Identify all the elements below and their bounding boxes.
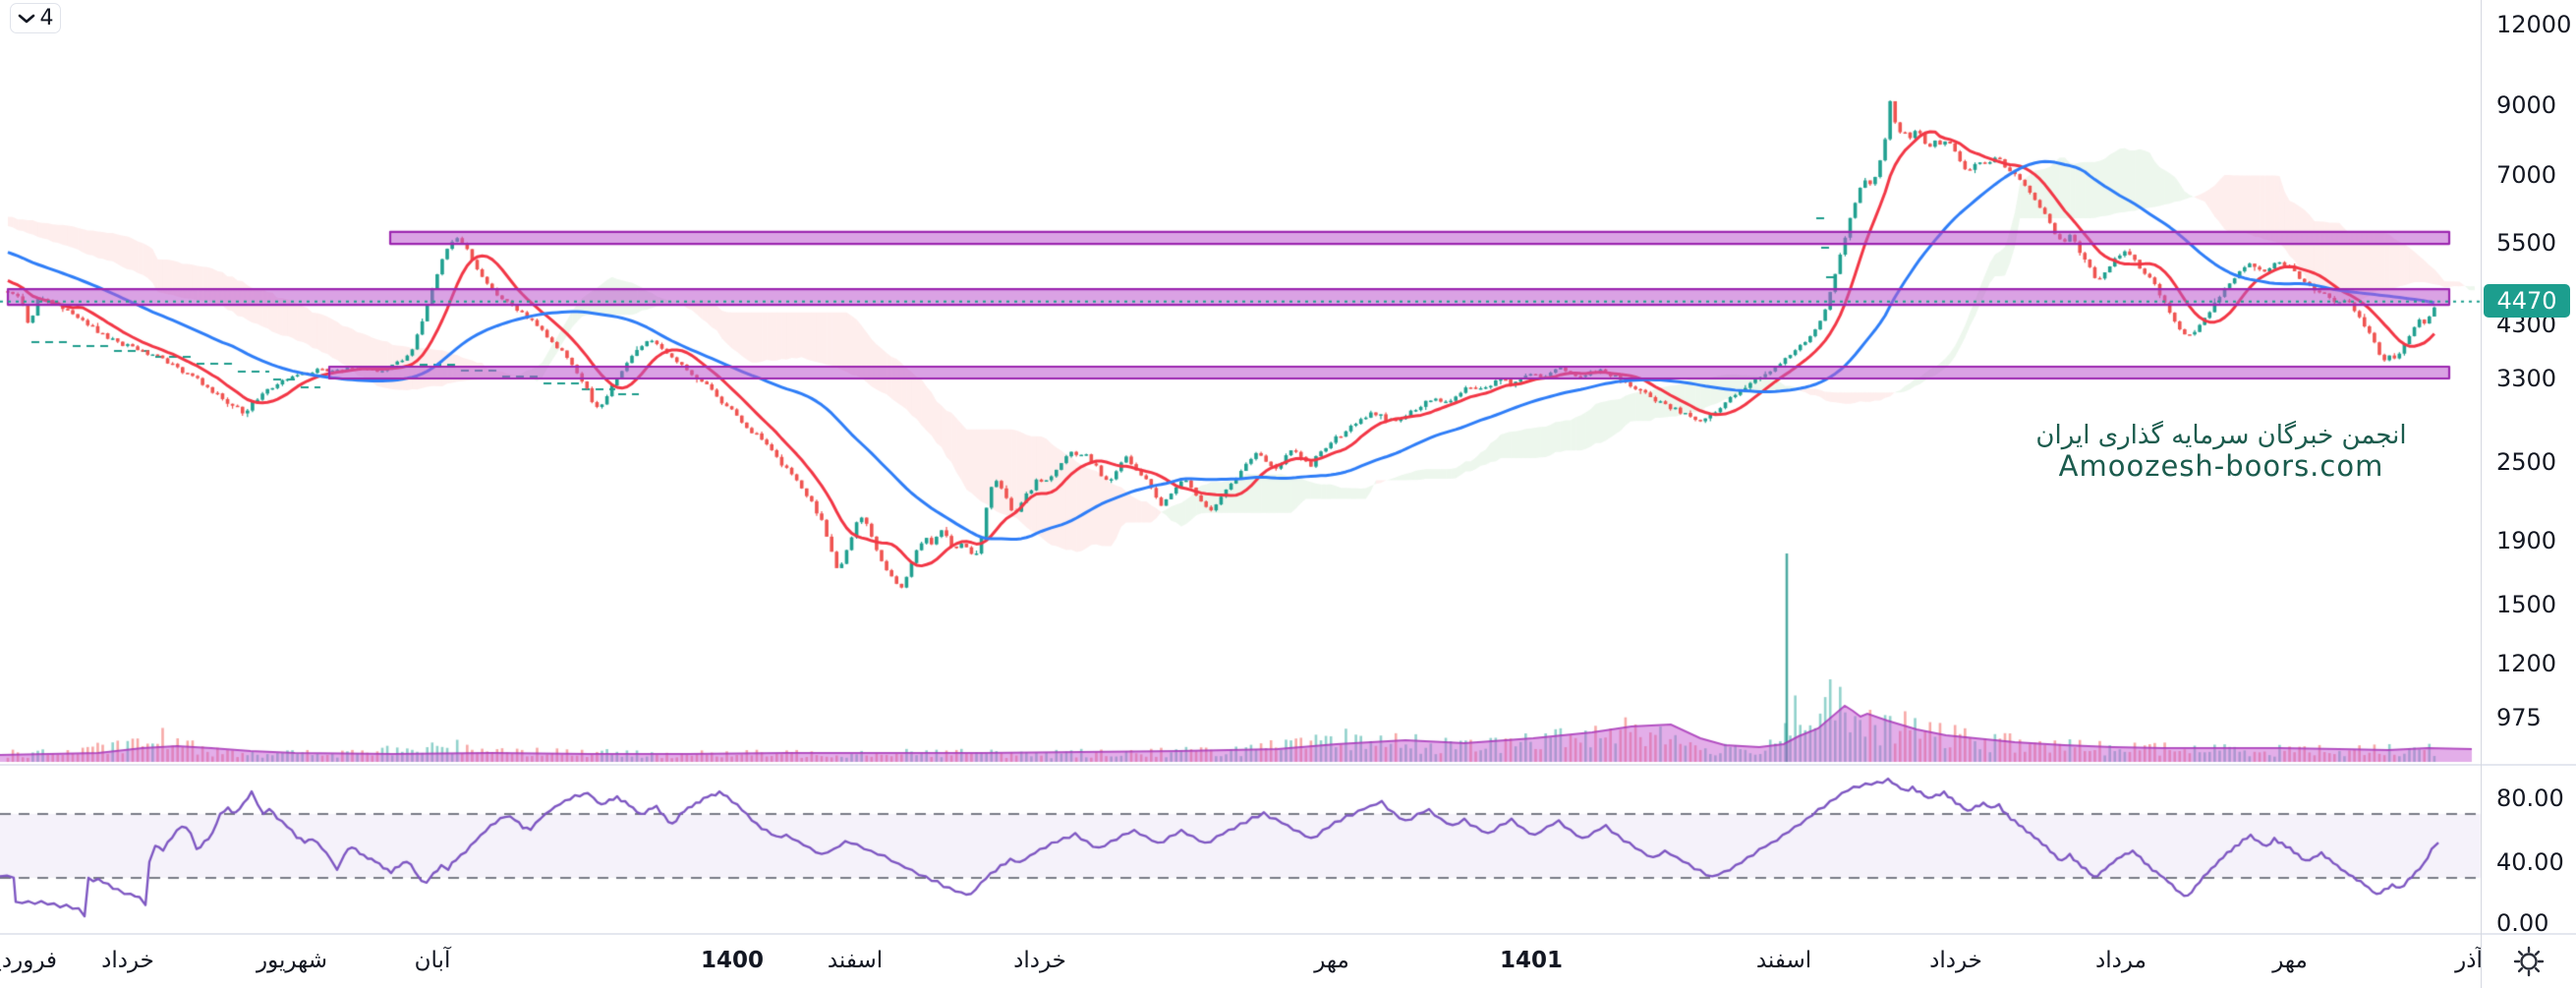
last-price-badge: 4470 bbox=[2484, 284, 2570, 318]
rsi-axis-label: 0.00 bbox=[2496, 909, 2549, 937]
time-axis-label: خرداد bbox=[1013, 948, 1066, 973]
price-axis-label: 2500 bbox=[2496, 448, 2557, 476]
price-axis-label: 7000 bbox=[2496, 161, 2557, 189]
watermark: انجمن خبرگان سرمایه گذاری ایران Amoozesh… bbox=[2025, 421, 2418, 482]
axis-corner[interactable] bbox=[2482, 935, 2576, 988]
time-axis-label: 1401 bbox=[1499, 948, 1564, 973]
watermark-line-1: انجمن خبرگان سرمایه گذاری ایران bbox=[2035, 421, 2407, 450]
price-axis-label: 1900 bbox=[2496, 527, 2557, 554]
rsi-axis-label: 40.00 bbox=[2496, 848, 2564, 876]
price-axis-label: 975 bbox=[2496, 704, 2542, 731]
price-axis-label: 3300 bbox=[2496, 365, 2557, 392]
time-axis-label: خرداد bbox=[101, 948, 154, 973]
price-axis-label: 1200 bbox=[2496, 650, 2557, 677]
watermark-line-2: Amoozesh-boors.com bbox=[2058, 449, 2384, 483]
price-axis-label: 1500 bbox=[2496, 591, 2557, 618]
time-axis-label: مرداد bbox=[2095, 948, 2147, 973]
time-axis-label: مهر bbox=[1314, 948, 1349, 973]
time-axis-label: شهریور bbox=[257, 948, 327, 973]
price-axis-label: 5500 bbox=[2496, 229, 2557, 257]
time-axis-label: آذر bbox=[2455, 948, 2483, 973]
price-axis-label: 12000 bbox=[2496, 11, 2572, 38]
price-axis-label: 9000 bbox=[2496, 91, 2557, 119]
time-axis-label: اسفند bbox=[827, 948, 884, 973]
time-axis-label: 1400 bbox=[700, 948, 765, 973]
legend-collapse-button[interactable]: 4 bbox=[10, 3, 61, 33]
pane-separator-main-rsi[interactable] bbox=[0, 764, 2576, 766]
time-axis-label: اسفند bbox=[1755, 948, 1812, 973]
chevron-down-icon bbox=[18, 14, 34, 23]
sun-icon[interactable] bbox=[2512, 945, 2546, 978]
time-axis-label: فروردین bbox=[0, 948, 58, 973]
price-axis-border bbox=[2481, 0, 2482, 988]
time-axis-label: مهر bbox=[2272, 948, 2308, 973]
time-axis-label: خرداد bbox=[1929, 948, 1982, 973]
time-axis-label: آبان bbox=[414, 948, 451, 973]
rsi-axis-label: 80.00 bbox=[2496, 785, 2564, 812]
pane-separator-rsi-timeaxis bbox=[0, 933, 2576, 935]
legend-count: 4 bbox=[39, 6, 54, 30]
